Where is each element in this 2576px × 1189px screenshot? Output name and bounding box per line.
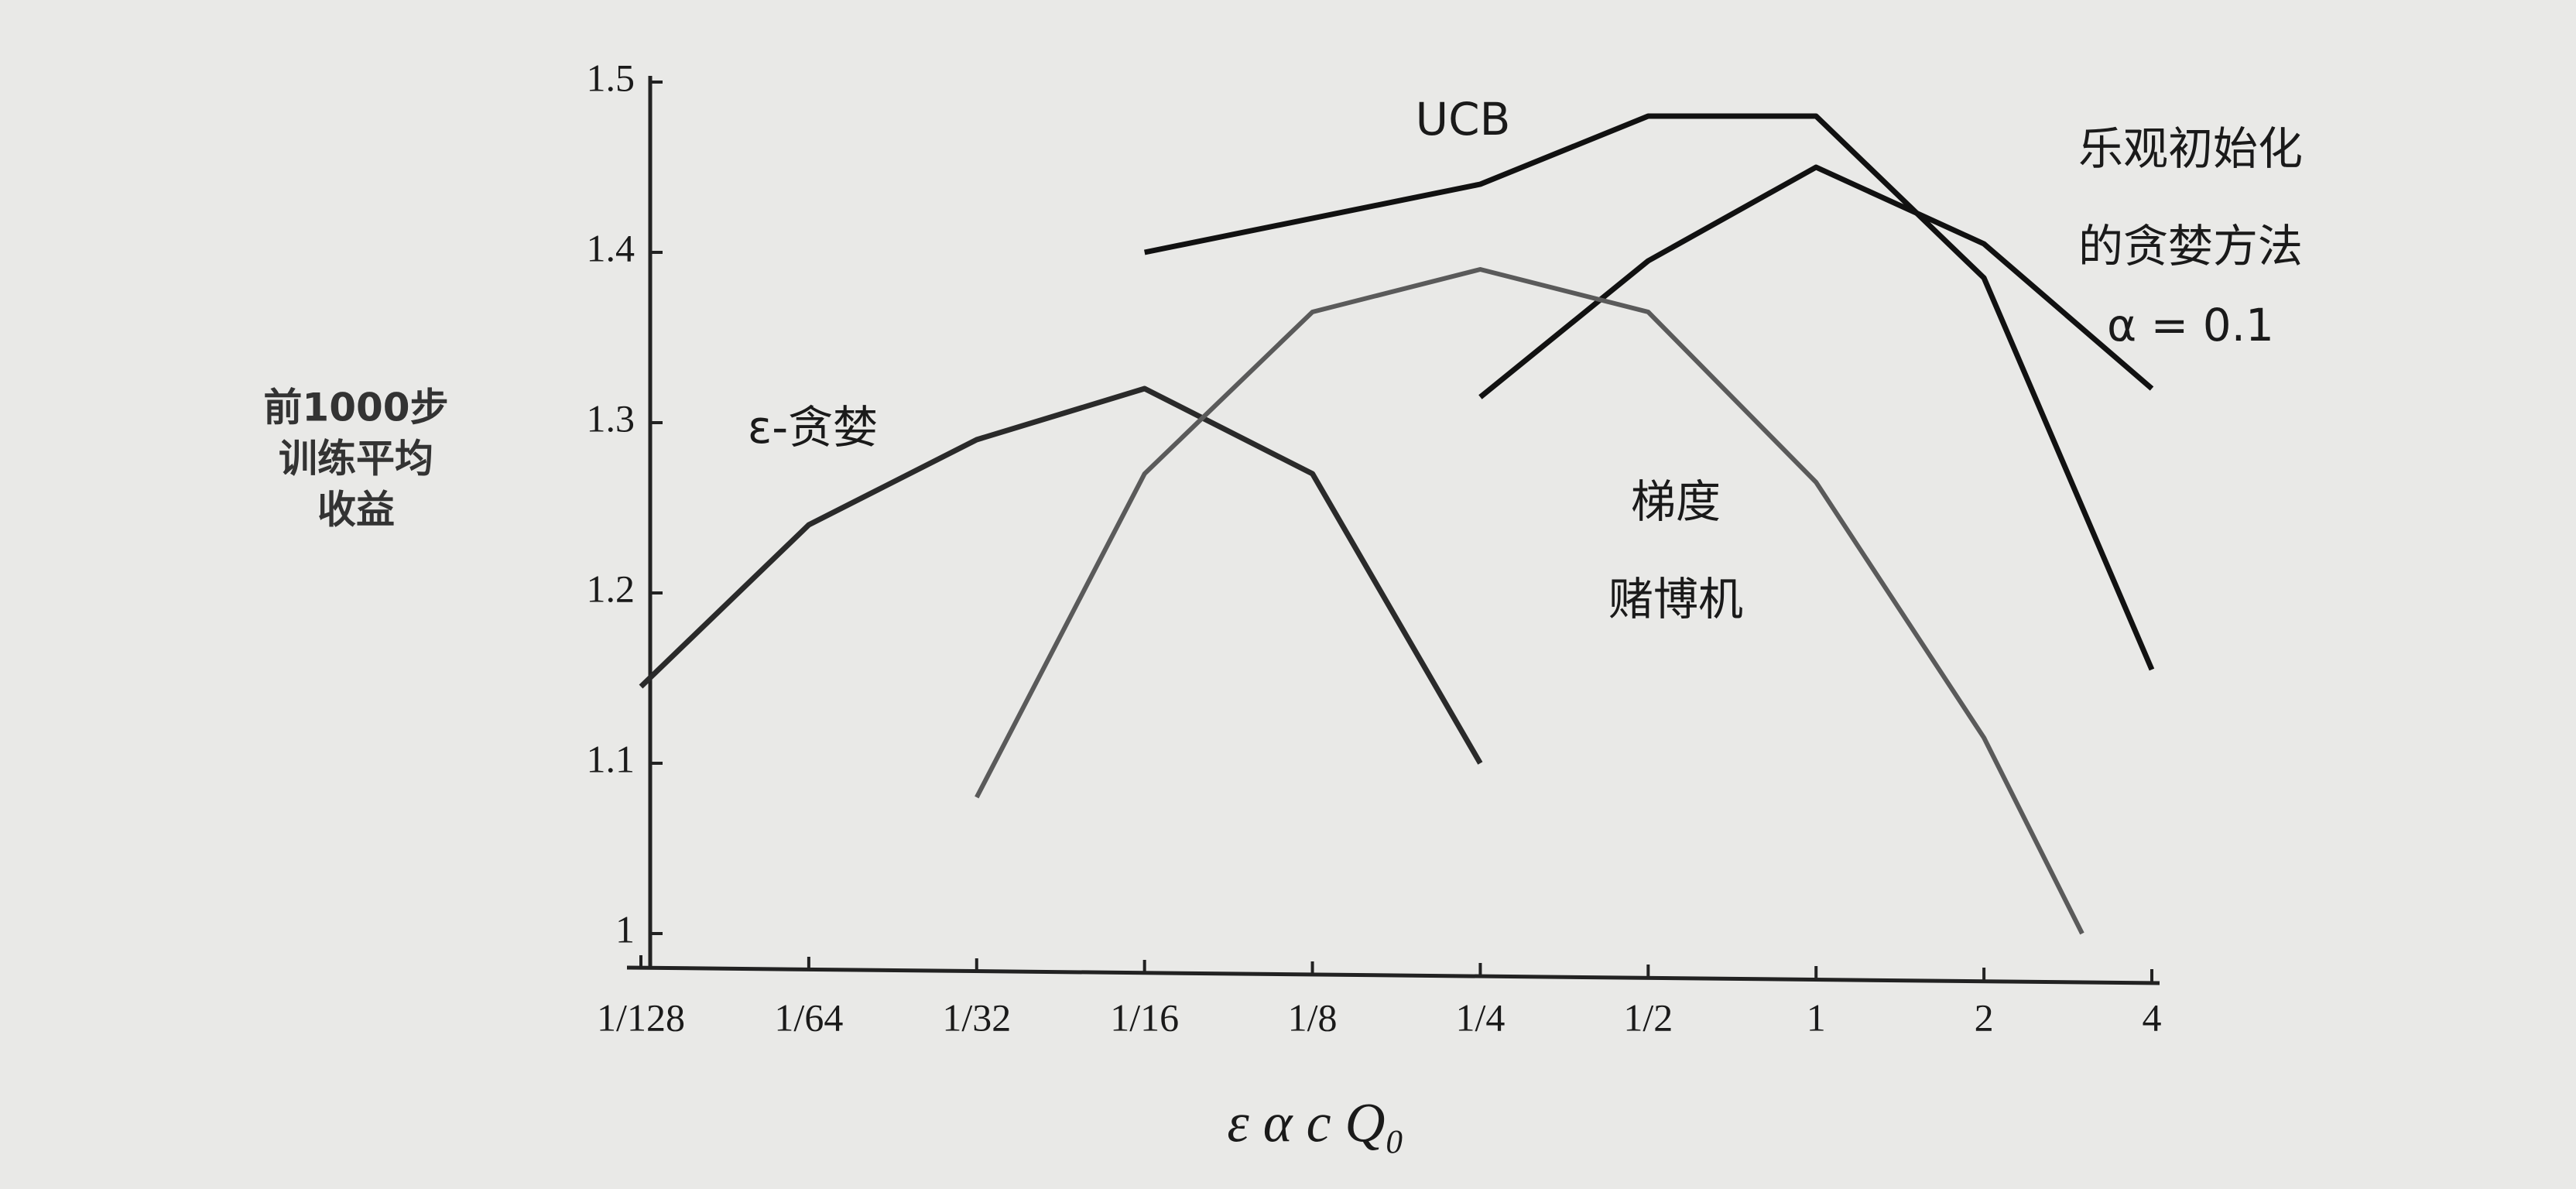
x-tick-label: 4 [2143,995,2162,1039]
x-axis [626,965,2160,985]
x-tick-label: 1/16 [1110,995,1179,1039]
x-tick-label: 1/128 [597,995,685,1039]
x-tick-label: 1/2 [1623,995,1673,1039]
line-series [639,385,1483,765]
x-axis-label: ε α c Q₀ [1227,1092,1404,1154]
y-tick-label: 1.1 [587,737,635,780]
y-tick-label: 1 [615,907,635,951]
x-tick-label: 1/32 [942,995,1011,1039]
x-tick-label: 1/64 [774,995,843,1039]
series-label: 赌博机 [1608,573,1743,625]
x-tick-label: 1 [1807,995,1826,1039]
line-series [1144,113,2155,671]
x-tick-label: 2 [1975,995,1994,1039]
line-series [1478,164,2154,399]
y-axis-label: 训练平均 [279,437,433,481]
y-tick-label: 1.3 [587,396,635,440]
series-note: α = 0.1 [2107,299,2274,351]
y-axis-label: 前1000步 [263,385,448,430]
line-series [975,267,2084,935]
series-label: 乐观初始化 [2078,122,2303,175]
x-tick-label: 1/4 [1455,995,1505,1039]
series-label: ε-贪婪 [748,401,878,454]
series-label: 梯度 [1631,475,1721,528]
y-tick-label: 1.5 [587,56,635,99]
y-tick-label: 1.2 [587,567,635,610]
x-tick-label: 1/8 [1288,995,1338,1039]
y-axis-label: 收益 [317,488,395,533]
series-label: 的贪婪方法 [2078,220,2303,272]
y-tick-label: 1.4 [587,226,635,269]
series-label: UCB [1416,93,1511,146]
